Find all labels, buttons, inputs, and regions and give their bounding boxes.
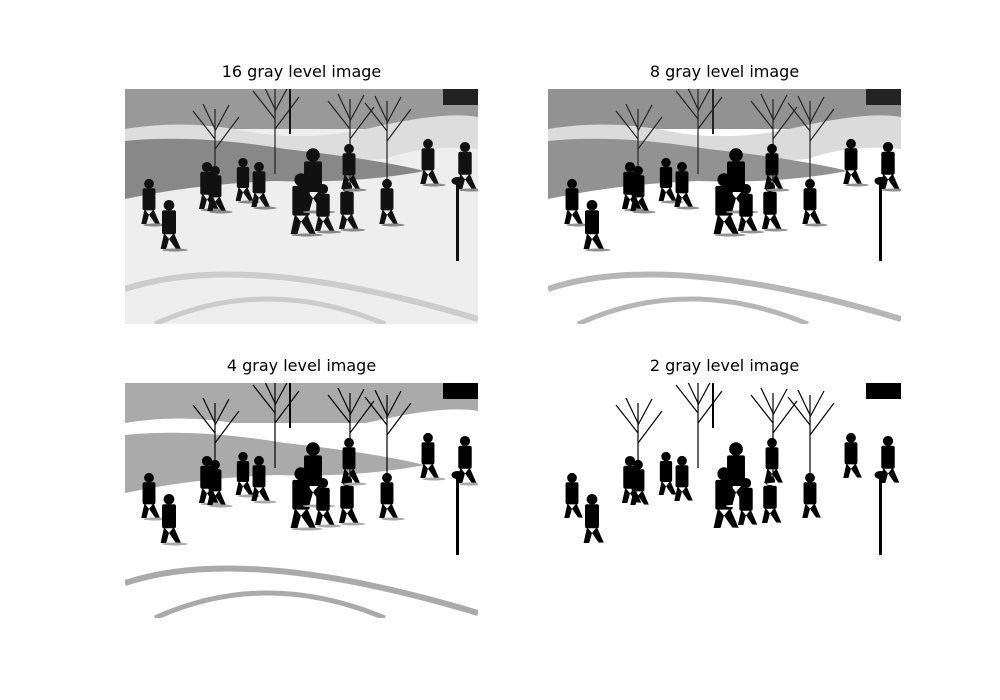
footprint-trail [576, 296, 809, 324]
bare-tree [787, 95, 835, 186]
person-silhouette [379, 178, 398, 224]
stairs [443, 383, 478, 399]
stairs [443, 89, 478, 105]
person-silhouette [338, 181, 359, 229]
person-silhouette [141, 178, 160, 224]
person-silhouette [737, 477, 758, 525]
person-silhouette [658, 451, 677, 495]
bare-tree [364, 95, 412, 186]
snow-scene-image [548, 89, 901, 324]
footprint-trail [125, 565, 478, 616]
bare-tree [787, 389, 835, 480]
bare-tree [675, 89, 723, 174]
person-silhouette [761, 181, 782, 229]
pole [712, 89, 714, 134]
person-silhouette [207, 165, 226, 211]
person-silhouette [420, 432, 439, 478]
person-silhouette [564, 472, 583, 518]
panel-title: 2 gray level image [649, 356, 800, 375]
person-silhouette [630, 459, 649, 505]
person-silhouette [420, 138, 439, 184]
person-silhouette [314, 477, 335, 525]
person-silhouette [583, 199, 604, 249]
footprint-trail [153, 296, 386, 324]
person-silhouette [207, 459, 226, 505]
pole [712, 383, 714, 428]
footprint-trail [548, 271, 901, 322]
panel-8-gray: 8 gray level image [548, 62, 901, 324]
person-silhouette [251, 161, 270, 207]
person-silhouette [314, 183, 335, 231]
person-silhouette [160, 493, 181, 543]
lamp-post [456, 181, 459, 261]
person-silhouette [630, 165, 649, 211]
panel-title: 16 gray level image [221, 62, 382, 81]
lamp-post [879, 181, 882, 261]
person-silhouette [879, 435, 900, 483]
pole [289, 89, 291, 134]
lamp-post [456, 475, 459, 555]
bare-tree [252, 383, 300, 468]
person-silhouette [764, 143, 783, 189]
person-silhouette [674, 455, 693, 501]
person-silhouette [456, 435, 477, 483]
stairs [866, 383, 901, 399]
panel-2-gray: 2 gray level image [548, 356, 901, 618]
panel-title: 8 gray level image [649, 62, 800, 81]
person-silhouette [879, 141, 900, 189]
person-silhouette [341, 437, 360, 483]
snow-scene-image [125, 383, 478, 618]
person-silhouette [141, 472, 160, 518]
person-silhouette [235, 157, 254, 201]
snow-scene-image [125, 89, 478, 324]
person-silhouette [737, 183, 758, 231]
person-silhouette [843, 432, 862, 478]
footprint-trail [153, 590, 386, 618]
panel-title: 4 gray level image [226, 356, 377, 375]
person-silhouette [843, 138, 862, 184]
person-silhouette [674, 161, 693, 207]
person-silhouette [802, 472, 821, 518]
snow-scene-image [548, 383, 901, 618]
person-silhouette [761, 475, 782, 523]
panel-4-gray: 4 gray level image [125, 356, 478, 618]
person-silhouette [583, 493, 604, 543]
person-silhouette [160, 199, 181, 249]
footprint-trail [576, 590, 809, 618]
person-silhouette [802, 178, 821, 224]
bare-tree [364, 389, 412, 480]
person-silhouette [251, 455, 270, 501]
bare-tree [192, 103, 240, 194]
panel-16-gray: 16 gray level image [125, 62, 478, 324]
person-silhouette [341, 143, 360, 189]
bare-tree [252, 89, 300, 174]
person-silhouette [764, 437, 783, 483]
person-silhouette [564, 178, 583, 224]
bare-tree [675, 383, 723, 468]
stairs [866, 89, 901, 105]
person-silhouette [658, 157, 677, 201]
person-silhouette [456, 141, 477, 189]
pole [289, 383, 291, 428]
footprint-trail [548, 565, 901, 616]
person-silhouette [379, 472, 398, 518]
lamp-post [879, 475, 882, 555]
person-silhouette [235, 451, 254, 495]
footprint-trail [125, 271, 478, 322]
